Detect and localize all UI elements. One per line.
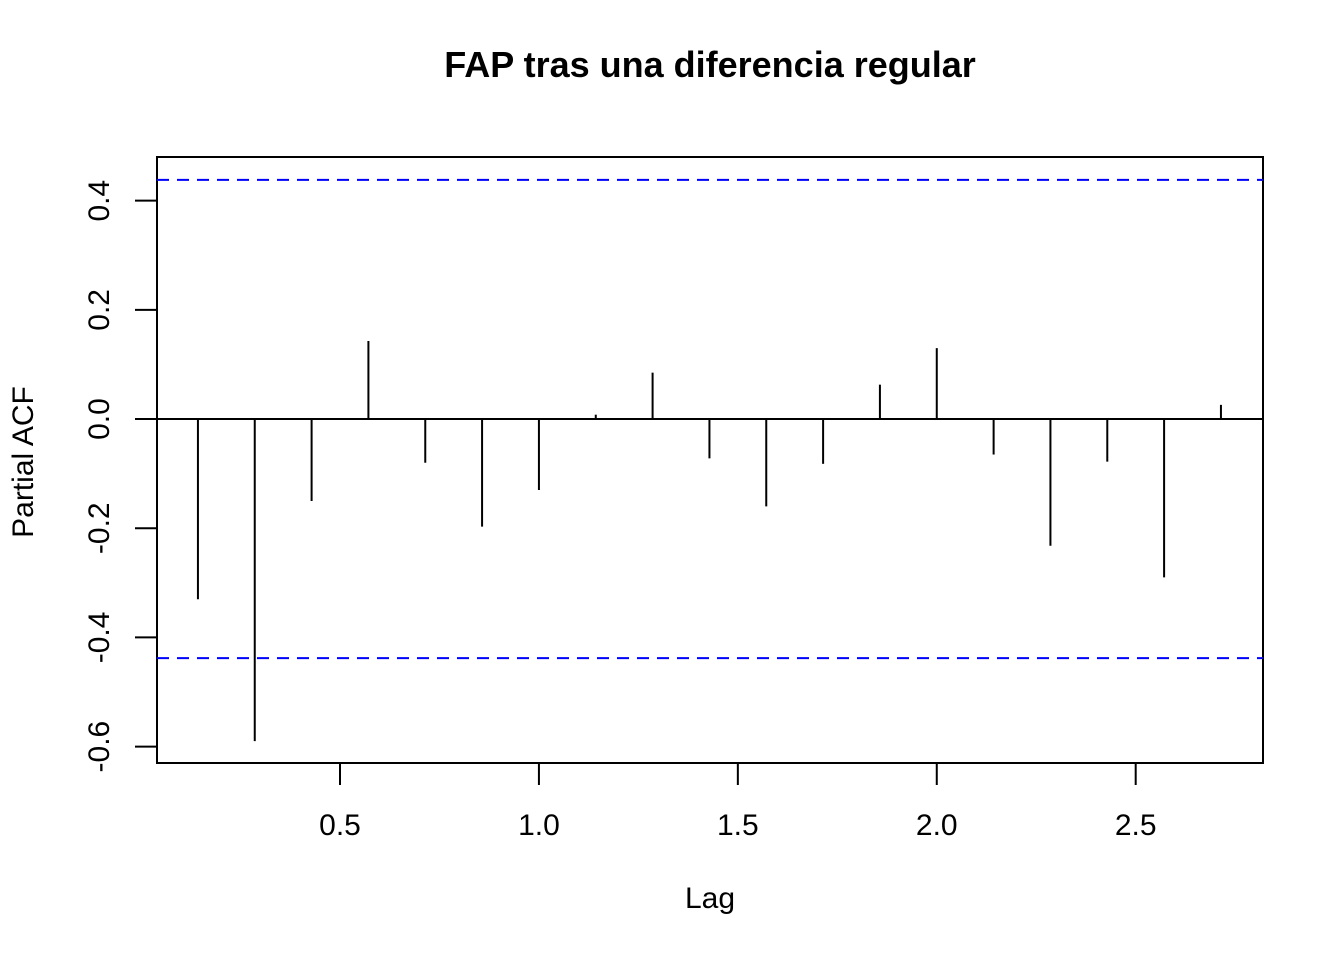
y-tick-label: -0.6	[83, 721, 116, 773]
y-tick-label: 0.2	[83, 289, 116, 331]
x-tick-label: 2.0	[916, 809, 958, 842]
plot-frame	[156, 156, 1264, 764]
x-tick-label: 2.5	[1115, 809, 1157, 842]
x-tick-label: 0.5	[319, 809, 361, 842]
chart-title: FAP tras una diferencia regular	[444, 44, 976, 85]
x-tick-label: 1.0	[518, 809, 560, 842]
y-tick-label: 0.4	[83, 180, 116, 222]
y-tick-label: -0.2	[83, 502, 116, 554]
x-tick-label: 1.5	[717, 809, 759, 842]
y-tick-label: 0.0	[83, 398, 116, 440]
x-axis-label: Lag	[684, 882, 736, 915]
y-tick-label: -0.4	[83, 612, 116, 664]
